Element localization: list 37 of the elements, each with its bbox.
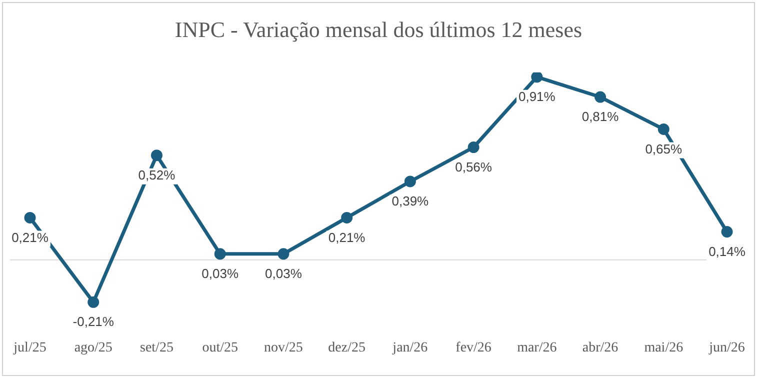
- point: [658, 123, 670, 135]
- data-label: 0,65%: [645, 141, 682, 156]
- point: [88, 296, 100, 308]
- point: [341, 212, 353, 224]
- x-tick-label: jul/25: [12, 340, 46, 356]
- x-tick-label: abr/26: [582, 340, 618, 356]
- x-tick-label: mar/26: [517, 340, 557, 356]
- point: [531, 72, 543, 83]
- point: [594, 91, 606, 103]
- point: [150, 150, 162, 162]
- data-label: 0,21%: [328, 230, 366, 245]
- chart-title: INPC - Variação mensal dos últimos 12 meses: [174, 16, 582, 42]
- x-tick-label: mai/26: [644, 340, 684, 356]
- point: [468, 142, 480, 154]
- x-tick-label: jan/26: [392, 340, 428, 356]
- x-tick-label: out/25: [202, 340, 238, 356]
- x-tick-label: dez/25: [328, 340, 366, 356]
- data-label: 0,81%: [582, 109, 620, 124]
- x-tick-label: nov/25: [264, 340, 303, 356]
- x-tick-label: ago/25: [74, 340, 112, 356]
- point: [404, 176, 416, 188]
- point: [24, 212, 36, 224]
- x-tick-label: set/25: [140, 340, 174, 356]
- x-tick-label: fev/26: [456, 340, 492, 356]
- point: [721, 226, 733, 238]
- data-label: 0,52%: [138, 167, 176, 182]
- data-label: 0,03%: [265, 266, 302, 281]
- point: [214, 248, 226, 260]
- data-label: 0,14%: [708, 244, 746, 259]
- point: [278, 248, 290, 260]
- x-tick-label: jun/26: [708, 340, 745, 356]
- data-label: 0,39%: [392, 194, 430, 209]
- data-label: 0,91%: [518, 88, 556, 104]
- data-label: 0,21%: [12, 230, 49, 245]
- data-label: 0,03%: [202, 266, 239, 281]
- data-label: -0,21%: [72, 314, 114, 330]
- data-label: 0,56%: [455, 159, 492, 174]
